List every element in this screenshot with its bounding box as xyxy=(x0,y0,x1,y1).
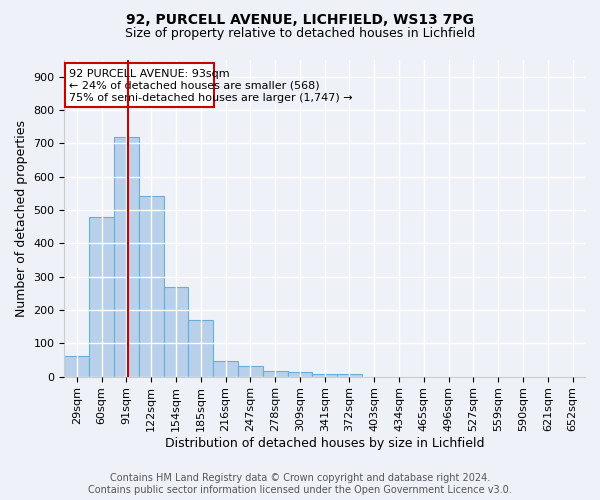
Text: Contains HM Land Registry data © Crown copyright and database right 2024.
Contai: Contains HM Land Registry data © Crown c… xyxy=(88,474,512,495)
Bar xyxy=(238,366,263,376)
Text: 92, PURCELL AVENUE, LICHFIELD, WS13 7PG: 92, PURCELL AVENUE, LICHFIELD, WS13 7PG xyxy=(126,12,474,26)
Y-axis label: Number of detached properties: Number of detached properties xyxy=(15,120,28,317)
Text: ← 24% of detached houses are smaller (568): ← 24% of detached houses are smaller (56… xyxy=(68,81,319,91)
Bar xyxy=(114,136,139,376)
Bar xyxy=(337,374,362,376)
Bar xyxy=(287,372,313,376)
Bar xyxy=(313,374,337,376)
Bar xyxy=(139,196,164,376)
Bar xyxy=(64,356,89,376)
X-axis label: Distribution of detached houses by size in Lichfield: Distribution of detached houses by size … xyxy=(165,437,484,450)
Bar xyxy=(213,362,238,376)
Text: Size of property relative to detached houses in Lichfield: Size of property relative to detached ho… xyxy=(125,28,475,40)
Text: 92 PURCELL AVENUE: 93sqm: 92 PURCELL AVENUE: 93sqm xyxy=(68,70,229,80)
Bar xyxy=(89,216,114,376)
Bar xyxy=(164,286,188,376)
Bar xyxy=(188,320,213,376)
FancyBboxPatch shape xyxy=(65,64,214,106)
Bar xyxy=(263,372,287,376)
Text: 75% of semi-detached houses are larger (1,747) →: 75% of semi-detached houses are larger (… xyxy=(68,92,352,102)
